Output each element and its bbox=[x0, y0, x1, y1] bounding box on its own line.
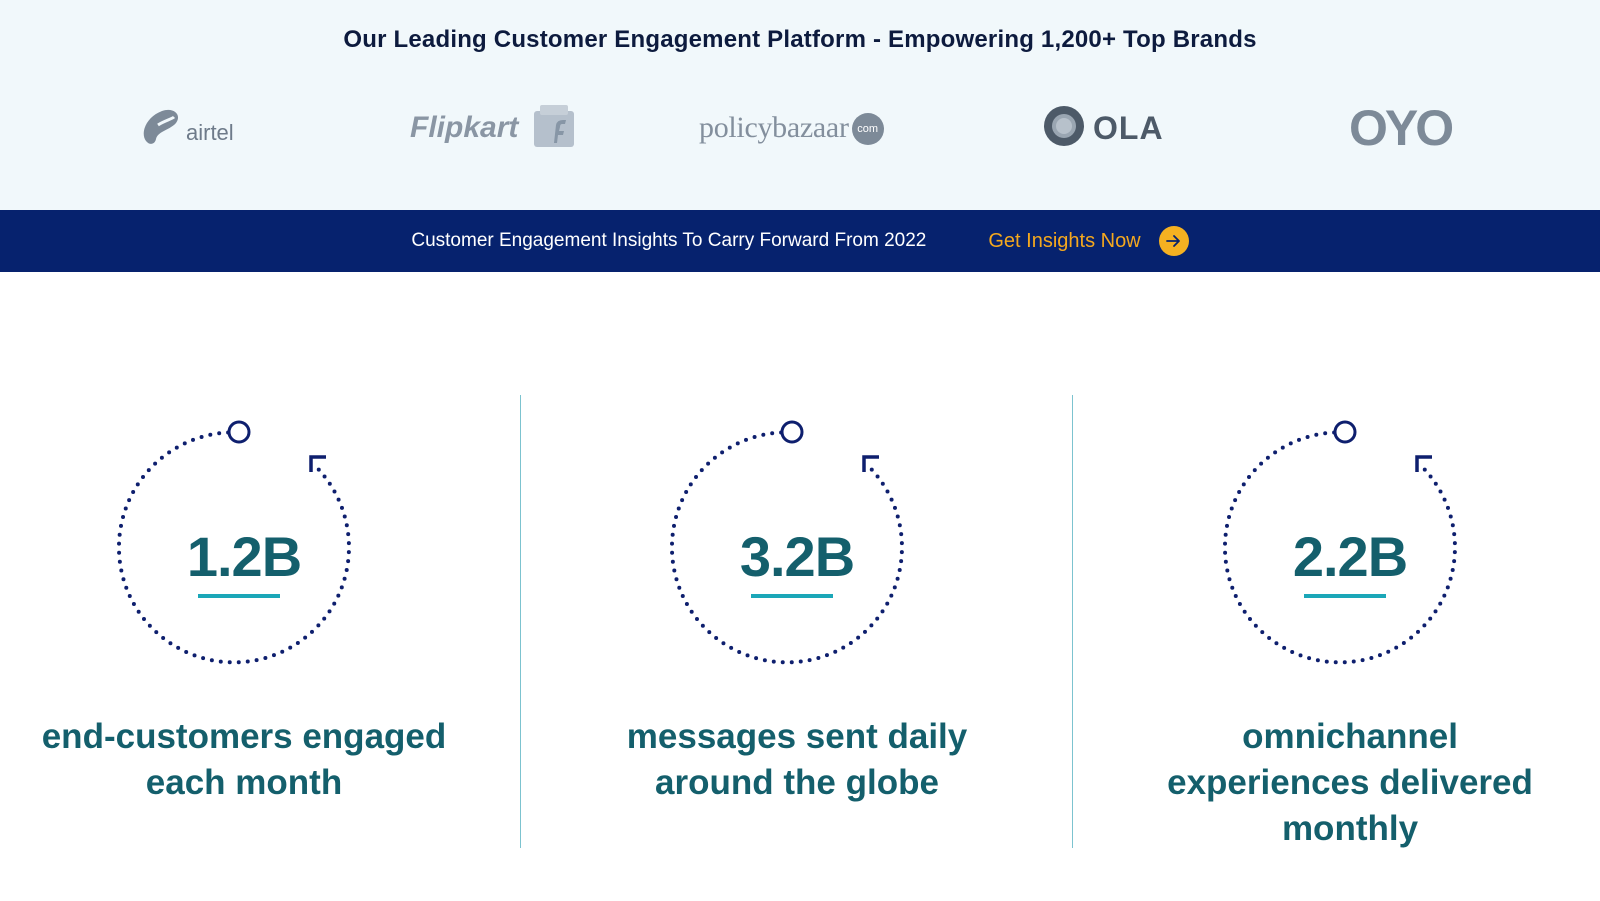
airtel-swirl-icon bbox=[138, 103, 182, 154]
stat-label-line: monthly bbox=[1281, 809, 1419, 848]
airtel-wordmark: airtel bbox=[186, 120, 234, 145]
stat-label-line: experiences delivered bbox=[1167, 763, 1533, 802]
arrow-right-icon bbox=[1158, 226, 1189, 256]
policybazaar-com-badge: com bbox=[851, 113, 884, 145]
brands-headline: Our Leading Customer Engagement Platform… bbox=[343, 26, 1257, 53]
ola-ring-icon bbox=[1043, 105, 1085, 152]
stats-divider bbox=[520, 395, 521, 848]
stat-label: messages sent daily around the globe bbox=[547, 714, 1047, 806]
stat-value: 2.2B bbox=[1292, 525, 1408, 588]
stat-label-line: end-customers engaged bbox=[41, 717, 447, 756]
stat-label-line: omnichannel bbox=[1242, 717, 1458, 756]
stat-value: 3.2B bbox=[739, 525, 855, 588]
logo-airtel: airtel bbox=[138, 100, 234, 156]
stats-divider bbox=[1072, 395, 1073, 848]
stat-label-line: each month bbox=[145, 763, 343, 802]
stat-underline bbox=[198, 594, 280, 598]
stat-label-line: messages sent daily bbox=[626, 717, 968, 756]
ola-wordmark: OLA bbox=[1093, 109, 1164, 146]
logo-oyo: OYO bbox=[1349, 100, 1454, 156]
oyo-wordmark: OYO bbox=[1349, 100, 1454, 156]
flipkart-bag-icon bbox=[532, 103, 576, 154]
flipkart-wordmark: Flipkart bbox=[410, 111, 519, 144]
insights-promo-bar: Customer Engagement Insights To Carry Fo… bbox=[0, 210, 1600, 272]
logo-ola: OLA bbox=[1043, 100, 1164, 156]
stat-underline bbox=[751, 594, 833, 598]
logo-flipkart: Flipkart bbox=[410, 100, 576, 156]
stat-underline bbox=[1304, 594, 1386, 598]
stat-value: 1.2B bbox=[186, 525, 302, 588]
logo-policybazaar: policybazaar com bbox=[699, 100, 884, 156]
get-insights-link[interactable]: Get Insights Now bbox=[988, 226, 1189, 256]
policybazaar-wordmark: policybazaar bbox=[699, 111, 849, 144]
stat-label-line: around the globe bbox=[655, 763, 939, 802]
promo-text: Customer Engagement Insights To Carry Fo… bbox=[411, 230, 927, 251]
stat-label: omnichannel experiences delivered monthl… bbox=[1100, 714, 1600, 852]
get-insights-label: Get Insights Now bbox=[988, 229, 1141, 252]
stat-label: end-customers engaged each month bbox=[0, 714, 494, 806]
brands-band bbox=[0, 0, 1600, 210]
